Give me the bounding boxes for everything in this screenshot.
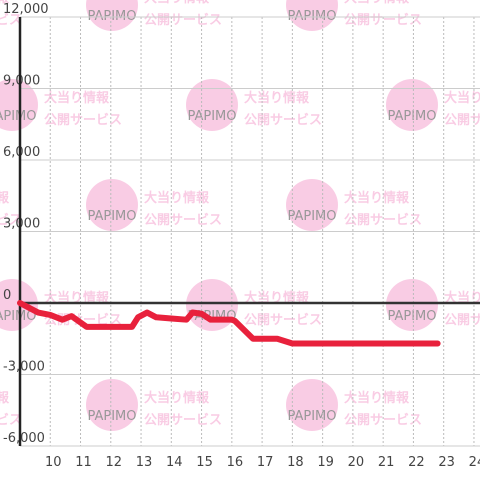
x-tick-label: 14	[166, 455, 183, 470]
x-tick-label: 24	[469, 455, 480, 470]
watermark-text: 公開サービス	[0, 412, 22, 428]
watermark-circle	[286, 179, 338, 231]
watermark-circle	[186, 79, 238, 131]
watermark-text: 大当り情報	[144, 190, 210, 206]
watermark-text: 公開サービス	[344, 12, 422, 28]
y-tick-label: -6,000	[3, 431, 45, 446]
x-tick-label: 10	[45, 455, 62, 470]
watermark-brand: PAPIMO	[87, 409, 136, 424]
watermark-text: 大当り情報	[0, 390, 10, 406]
watermark-text: 大当り情報	[44, 90, 110, 106]
watermark-text: 公開サービス	[344, 212, 422, 228]
y-tick-label: 9,000	[3, 74, 40, 89]
watermark-brand: PAPIMO	[87, 209, 136, 224]
data-line	[17, 300, 441, 347]
watermark-text: 公開サービス	[244, 112, 322, 128]
watermark-text: 公開サービス	[44, 112, 122, 128]
watermark-text: 公開サービス	[144, 12, 222, 28]
y-tick-label: 6,000	[3, 145, 40, 160]
x-tick-label: 15	[196, 455, 213, 470]
watermark-text: 公開サービス	[0, 212, 22, 228]
x-tick-label: 22	[408, 455, 425, 470]
x-tick-label: 19	[317, 455, 334, 470]
x-tick-label: 16	[227, 455, 244, 470]
watermark-text: 大当り情報	[0, 0, 10, 6]
watermark-text: 公開サービス	[144, 412, 222, 428]
x-tick-label: 11	[75, 455, 92, 470]
y-tick-label: 12,000	[3, 2, 49, 17]
watermark-text: 大当り情報	[344, 0, 410, 6]
watermark-circle	[86, 179, 138, 231]
x-tick-label: 21	[378, 455, 395, 470]
watermark-circle	[386, 279, 438, 331]
watermark-circle	[86, 379, 138, 431]
watermark-text: 公開サービス	[144, 212, 222, 228]
watermark-text: 大当り情報	[344, 390, 410, 406]
watermark-text: 大当り情報	[144, 0, 210, 6]
y-tick-label: 0	[3, 288, 11, 303]
watermark-brand: PAPIMO	[287, 409, 336, 424]
watermark-brand: PAPIMO	[0, 309, 37, 324]
watermark-text: 公開サービス	[0, 12, 22, 28]
x-tick-label: 20	[348, 455, 365, 470]
watermark-brand: PAPIMO	[0, 109, 37, 124]
x-tick-label: 23	[438, 455, 455, 470]
watermark-brand: PAPIMO	[187, 109, 236, 124]
watermark-text: 大当り情報	[444, 90, 480, 106]
watermark-text: 公開サービス	[444, 112, 480, 128]
y-tick-label: 3,000	[3, 217, 40, 232]
x-tick-label: 12	[106, 455, 123, 470]
watermark-circle	[386, 79, 438, 131]
x-tick-label: 18	[287, 455, 304, 470]
watermark-circle	[286, 0, 338, 31]
x-tick-label: 17	[257, 455, 274, 470]
watermark-text: 公開サービス	[344, 412, 422, 428]
watermark-text: 大当り情報	[144, 390, 210, 406]
watermark-brand: PAPIMO	[387, 309, 436, 324]
watermark-text: 大当り情報	[344, 190, 410, 206]
watermark-text: 公開サービス	[444, 312, 480, 328]
watermark-text: 公開サービス	[244, 312, 322, 328]
x-tick-label: 13	[136, 455, 153, 470]
watermark-circle	[286, 379, 338, 431]
watermark-circle	[86, 0, 138, 31]
watermark-text: 大当り情報	[0, 190, 10, 206]
watermark-brand: PAPIMO	[387, 109, 436, 124]
watermark-brand: PAPIMO	[287, 209, 336, 224]
watermark-text: 大当り情報	[244, 90, 310, 106]
y-tick-label: -3,000	[3, 360, 45, 375]
